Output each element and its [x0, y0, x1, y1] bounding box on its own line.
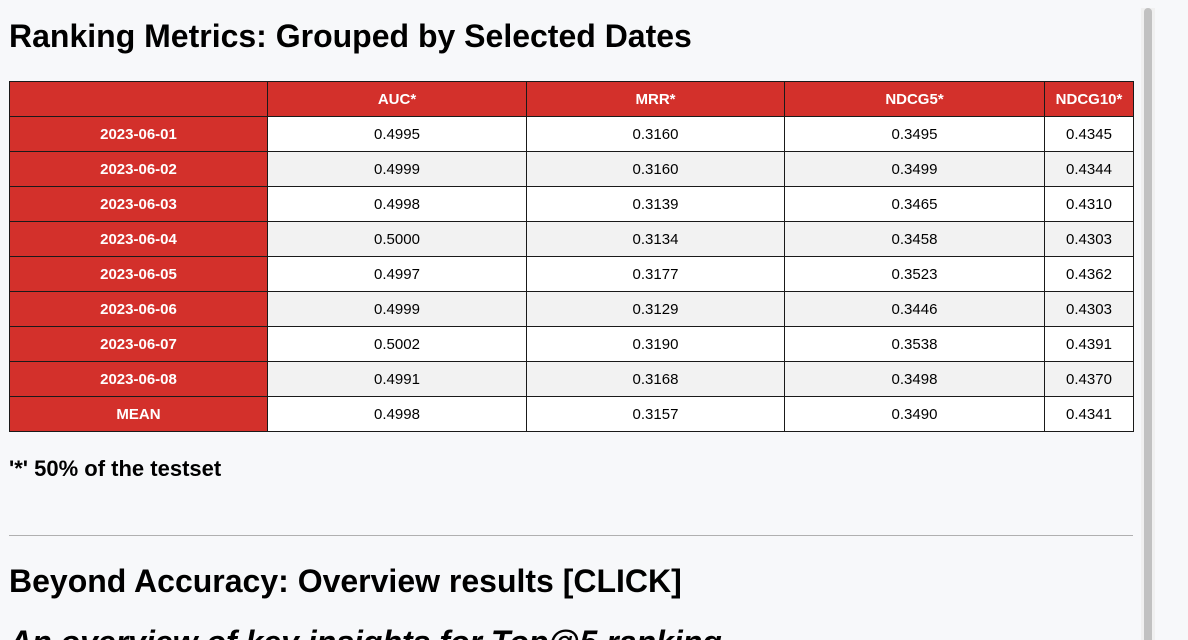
table-row: 2023-06-07 0.5002 0.3190 0.3538 0.4391: [9, 326, 1134, 362]
table-cell: 0.3168: [526, 361, 785, 397]
page-title: Ranking Metrics: Grouped by Selected Dat…: [9, 18, 692, 54]
table-cell: 0.4995: [267, 116, 527, 152]
table-row: 2023-06-06 0.4999 0.3129 0.3446 0.4303: [9, 291, 1134, 327]
table-cell: 0.4999: [267, 151, 527, 187]
table-cell: 0.4310: [1044, 186, 1134, 222]
row-header: 2023-06-07: [9, 326, 268, 362]
table-row: 2023-06-03 0.4998 0.3139 0.3465 0.4310: [9, 186, 1134, 222]
table-cell: 0.3157: [526, 396, 785, 432]
section-divider: [9, 535, 1133, 536]
table-header-row: AUC* MRR* NDCG5* NDCG10*: [9, 81, 1134, 117]
table-cell: 0.3160: [526, 116, 785, 152]
table-cell: 0.4344: [1044, 151, 1134, 187]
table-cell: 0.3139: [526, 186, 785, 222]
table-cell: 0.4341: [1044, 396, 1134, 432]
table-cell: 0.4370: [1044, 361, 1134, 397]
subsection-heading: An overview of key insights for Top@5 ra…: [9, 624, 722, 640]
table-cell: 0.5002: [267, 326, 527, 362]
table-row: 2023-06-08 0.4991 0.3168 0.3498 0.4370: [9, 361, 1134, 397]
table-cell: 0.5000: [267, 221, 527, 257]
table-cell: 0.4391: [1044, 326, 1134, 362]
table-cell: 0.3134: [526, 221, 785, 257]
table-cell: 0.3465: [784, 186, 1045, 222]
table-row: 2023-06-01 0.4995 0.3160 0.3495 0.4345: [9, 116, 1134, 152]
table-cell: 0.3129: [526, 291, 785, 327]
table-corner-header: [9, 81, 268, 117]
table-cell: 0.4991: [267, 361, 527, 397]
table-cell: 0.4999: [267, 291, 527, 327]
table-cell: 0.3490: [784, 396, 1045, 432]
section-heading-beyond-accuracy[interactable]: Beyond Accuracy: Overview results [CLICK…: [9, 563, 682, 599]
table-cell: 0.4998: [267, 186, 527, 222]
row-header: MEAN: [9, 396, 268, 432]
row-header: 2023-06-08: [9, 361, 268, 397]
table-cell: 0.4345: [1044, 116, 1134, 152]
table-cell: 0.4362: [1044, 256, 1134, 292]
table-cell: 0.3495: [784, 116, 1045, 152]
table-cell: 0.3498: [784, 361, 1045, 397]
column-header-auc: AUC*: [267, 81, 527, 117]
column-header-ndcg5: NDCG5*: [784, 81, 1045, 117]
table-row-mean: MEAN 0.4998 0.3157 0.3490 0.4341: [9, 396, 1134, 432]
table-cell: 0.3190: [526, 326, 785, 362]
row-header: 2023-06-03: [9, 186, 268, 222]
table-row: 2023-06-02 0.4999 0.3160 0.3499 0.4344: [9, 151, 1134, 187]
table-footnote: '*' 50% of the testset: [9, 456, 222, 481]
table-row: 2023-06-04 0.5000 0.3134 0.3458 0.4303: [9, 221, 1134, 257]
column-header-mrr: MRR*: [526, 81, 785, 117]
row-header: 2023-06-04: [9, 221, 268, 257]
table-cell: 0.3458: [784, 221, 1045, 257]
row-header: 2023-06-02: [9, 151, 268, 187]
row-header: 2023-06-06: [9, 291, 268, 327]
table-cell: 0.3177: [526, 256, 785, 292]
table-row: 2023-06-05 0.4997 0.3177 0.3523 0.4362: [9, 256, 1134, 292]
table-cell: 0.4303: [1044, 291, 1134, 327]
row-header: 2023-06-05: [9, 256, 268, 292]
column-header-ndcg10: NDCG10*: [1044, 81, 1134, 117]
scrollbar-thumb[interactable]: [1144, 8, 1152, 640]
table-cell: 0.3538: [784, 326, 1045, 362]
table-cell: 0.3160: [526, 151, 785, 187]
table-cell: 0.4997: [267, 256, 527, 292]
table-cell: 0.3523: [784, 256, 1045, 292]
row-header: 2023-06-01: [9, 116, 268, 152]
table-cell: 0.3446: [784, 291, 1045, 327]
ranking-metrics-table: AUC* MRR* NDCG5* NDCG10* 2023-06-01 0.49…: [9, 81, 1134, 432]
table-cell: 0.3499: [784, 151, 1045, 187]
table-cell: 0.4998: [267, 396, 527, 432]
table-cell: 0.4303: [1044, 221, 1134, 257]
